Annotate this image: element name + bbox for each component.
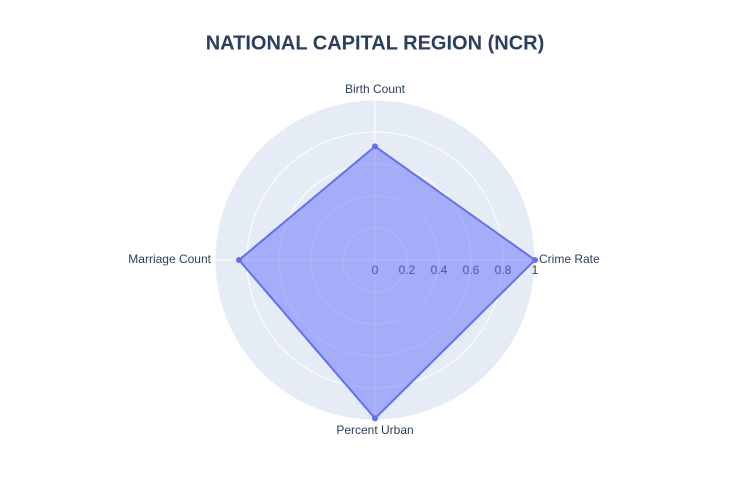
- radar-point: [372, 415, 378, 422]
- radar-point: [236, 257, 242, 263]
- angular-label: Percent Urban: [336, 423, 413, 437]
- radar-point: [532, 257, 538, 263]
- chart-title: NATIONAL CAPITAL REGION (NCR): [206, 32, 545, 54]
- angular-label: Marriage Count: [128, 252, 211, 266]
- angular-label: Birth Count: [345, 82, 406, 96]
- angular-label: Crime Rate: [539, 252, 600, 266]
- radar-point: [372, 143, 378, 150]
- radial-tick-label: 1: [532, 263, 539, 277]
